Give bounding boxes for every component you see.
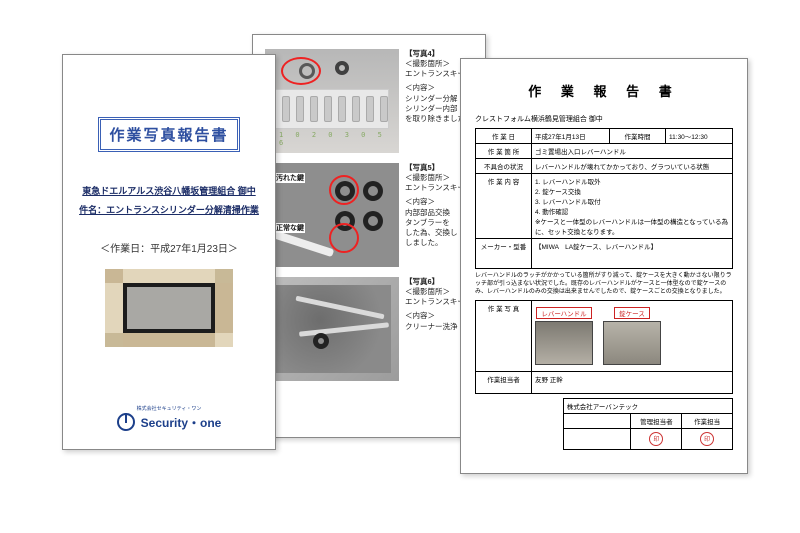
photo-4-image: 1 0 2 0 3 0 5 6 [265,49,399,153]
stamp-icon: 印 [649,432,663,446]
annotation-circle [329,223,359,253]
report-title: 作 業 報 告 書 [475,81,733,100]
photo-5-image: 汚れた鍵 正常な鍵 [265,163,399,267]
label-worker: 作業担当者 [476,372,532,394]
thumb-1: レバーハンドル [535,307,593,365]
label-date: 作 業 日 [476,129,532,144]
label-maker: メーカー・型番 [476,239,532,269]
label-place: 作 業 箇 所 [476,144,532,159]
label-content: 作 業 内 容 [476,174,532,239]
company-logo: 株式会社セキュリティ・ワン Security・one [63,413,275,431]
document-cover: 作業写真報告書 東急ドエルアルス渋谷八幡坂管理組合 御中 件名：エントランスシリ… [62,54,276,450]
label-condition: 不具合の状況 [476,159,532,174]
label-ok: 作業担当 [682,414,733,429]
logo-icon [117,413,135,431]
document-photo-log: 1 0 2 0 3 0 5 6 【写真4】 ＜撮影箇所＞ エントランスキー ＜内… [252,34,486,438]
label-mgr: 管理担当者 [631,414,682,429]
photo-row: 1 0 2 0 3 0 5 6 【写真4】 ＜撮影箇所＞ エントランスキー ＜内… [265,49,475,153]
report-client: クレストフォルム横浜鶴見管理組合 御中 [475,114,733,124]
value-maker: 【MIWA LA錠ケース、レバーハンドル】 [532,239,733,269]
value-worker: 友野 正幹 [532,372,733,394]
cover-photo [105,269,233,347]
logo-small: 株式会社セキュリティ・ワン [63,405,275,412]
photo-row: 【写真6】 ＜撮影箇所＞ エントランスキー ＜内容＞ クリーナー洗浄 [265,277,475,381]
report-header-table: 作 業 日 平成27年1月13日 作業時間 11:30～12:30 作 業 箇 … [475,128,733,269]
logo-text: Security・one [141,414,222,431]
annotation-circle [281,57,321,85]
thumb-1-caption: レバーハンドル [536,307,591,319]
value-content: 1. レバーハンドル取外 2. 錠ケース交換 3. レバーハンドル取付 4. 動… [532,174,733,239]
thumb-2-image [603,321,661,365]
value-time: 11:30～12:30 [666,129,733,144]
report-signature-table: 株式会社アーバンテック 管理担当者 作業担当 印 印 [563,398,733,450]
cover-subject: 件名：エントランスシリンダー分解清掃作業 [75,203,263,216]
report-photo-table: 作 業 写 真 レバーハンドル 錠ケース 作業担当者 [475,300,733,394]
stage: 1 0 2 0 3 0 5 6 【写真4】 ＜撮影箇所＞ エントランスキー ＜内… [0,0,800,533]
report-note: レバーハンドルのラッチがかかっている箇所がすり減って、錠ケースを大きく動かさない… [475,273,733,296]
value-date: 平成27年1月13日 [532,129,610,144]
value-condition: レバーハンドルが壊れてかかっており、グラついている状態 [532,159,733,174]
annotation-label-clean: 正常な鍵 [275,223,305,233]
cover-title: 作業写真報告書 [98,117,239,152]
thumb-2-caption: 錠ケース [614,307,650,319]
document-work-report: 作 業 報 告 書 クレストフォルム横浜鶴見管理組合 御中 作 業 日 平成27… [460,58,748,474]
value-place: ゴミ置場出入口レバーハンドル [532,144,733,159]
photo-row: 汚れた鍵 正常な鍵 【写真5】 ＜撮影箇所＞ エントランスキー ＜内容＞ 内部部… [265,163,475,267]
annotation-circle [329,175,359,205]
stamp-icon: 印 [700,432,714,446]
cover-client: 東急ドエルアルス渋谷八幡坂管理組合 御中 [75,184,263,197]
label-time: 作業時間 [610,129,666,144]
annotation-label-dirty: 汚れた鍵 [275,173,305,183]
value-company: 株式会社アーバンテック [563,399,732,414]
cover-date: ＜作業日：平成27年1月23日＞ [75,240,263,255]
thumb-1-image [535,321,593,365]
thumb-2: 錠ケース [603,307,661,365]
photo-6-image [265,277,399,381]
label-photo: 作 業 写 真 [476,301,532,372]
